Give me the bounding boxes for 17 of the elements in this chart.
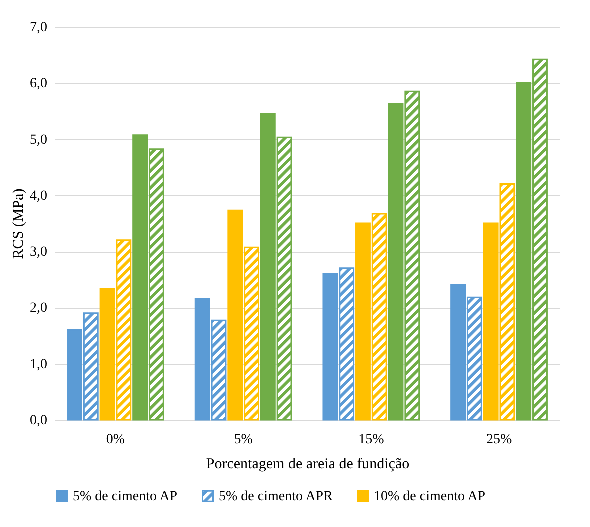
- x-axis-title: Porcentagem de areia de fundição: [206, 456, 410, 472]
- y-tick-label: 4,0: [30, 188, 48, 204]
- legend-label: 10% de cimento AP: [374, 489, 486, 504]
- legend-label: 5% de cimento APR: [219, 489, 334, 504]
- y-axis-title: RCS (MPa): [11, 188, 27, 260]
- y-tick-label: 5,0: [30, 132, 48, 148]
- y-tick-label: 7,0: [30, 20, 48, 36]
- y-tick-label: 0,0: [30, 414, 48, 428]
- legend-label: 5% de cimento AP: [73, 489, 178, 504]
- x-tick-label: 5%: [234, 432, 254, 448]
- y-tick-label: 6,0: [30, 76, 48, 92]
- x-tick-label: 25%: [486, 432, 512, 448]
- x-tick-label: 15%: [358, 432, 385, 448]
- y-tick-label: 3,0: [30, 245, 48, 260]
- y-tick-label: 2,0: [30, 301, 48, 316]
- x-tick-label: 0%: [106, 432, 126, 448]
- y-tick-label: 1,0: [30, 357, 48, 372]
